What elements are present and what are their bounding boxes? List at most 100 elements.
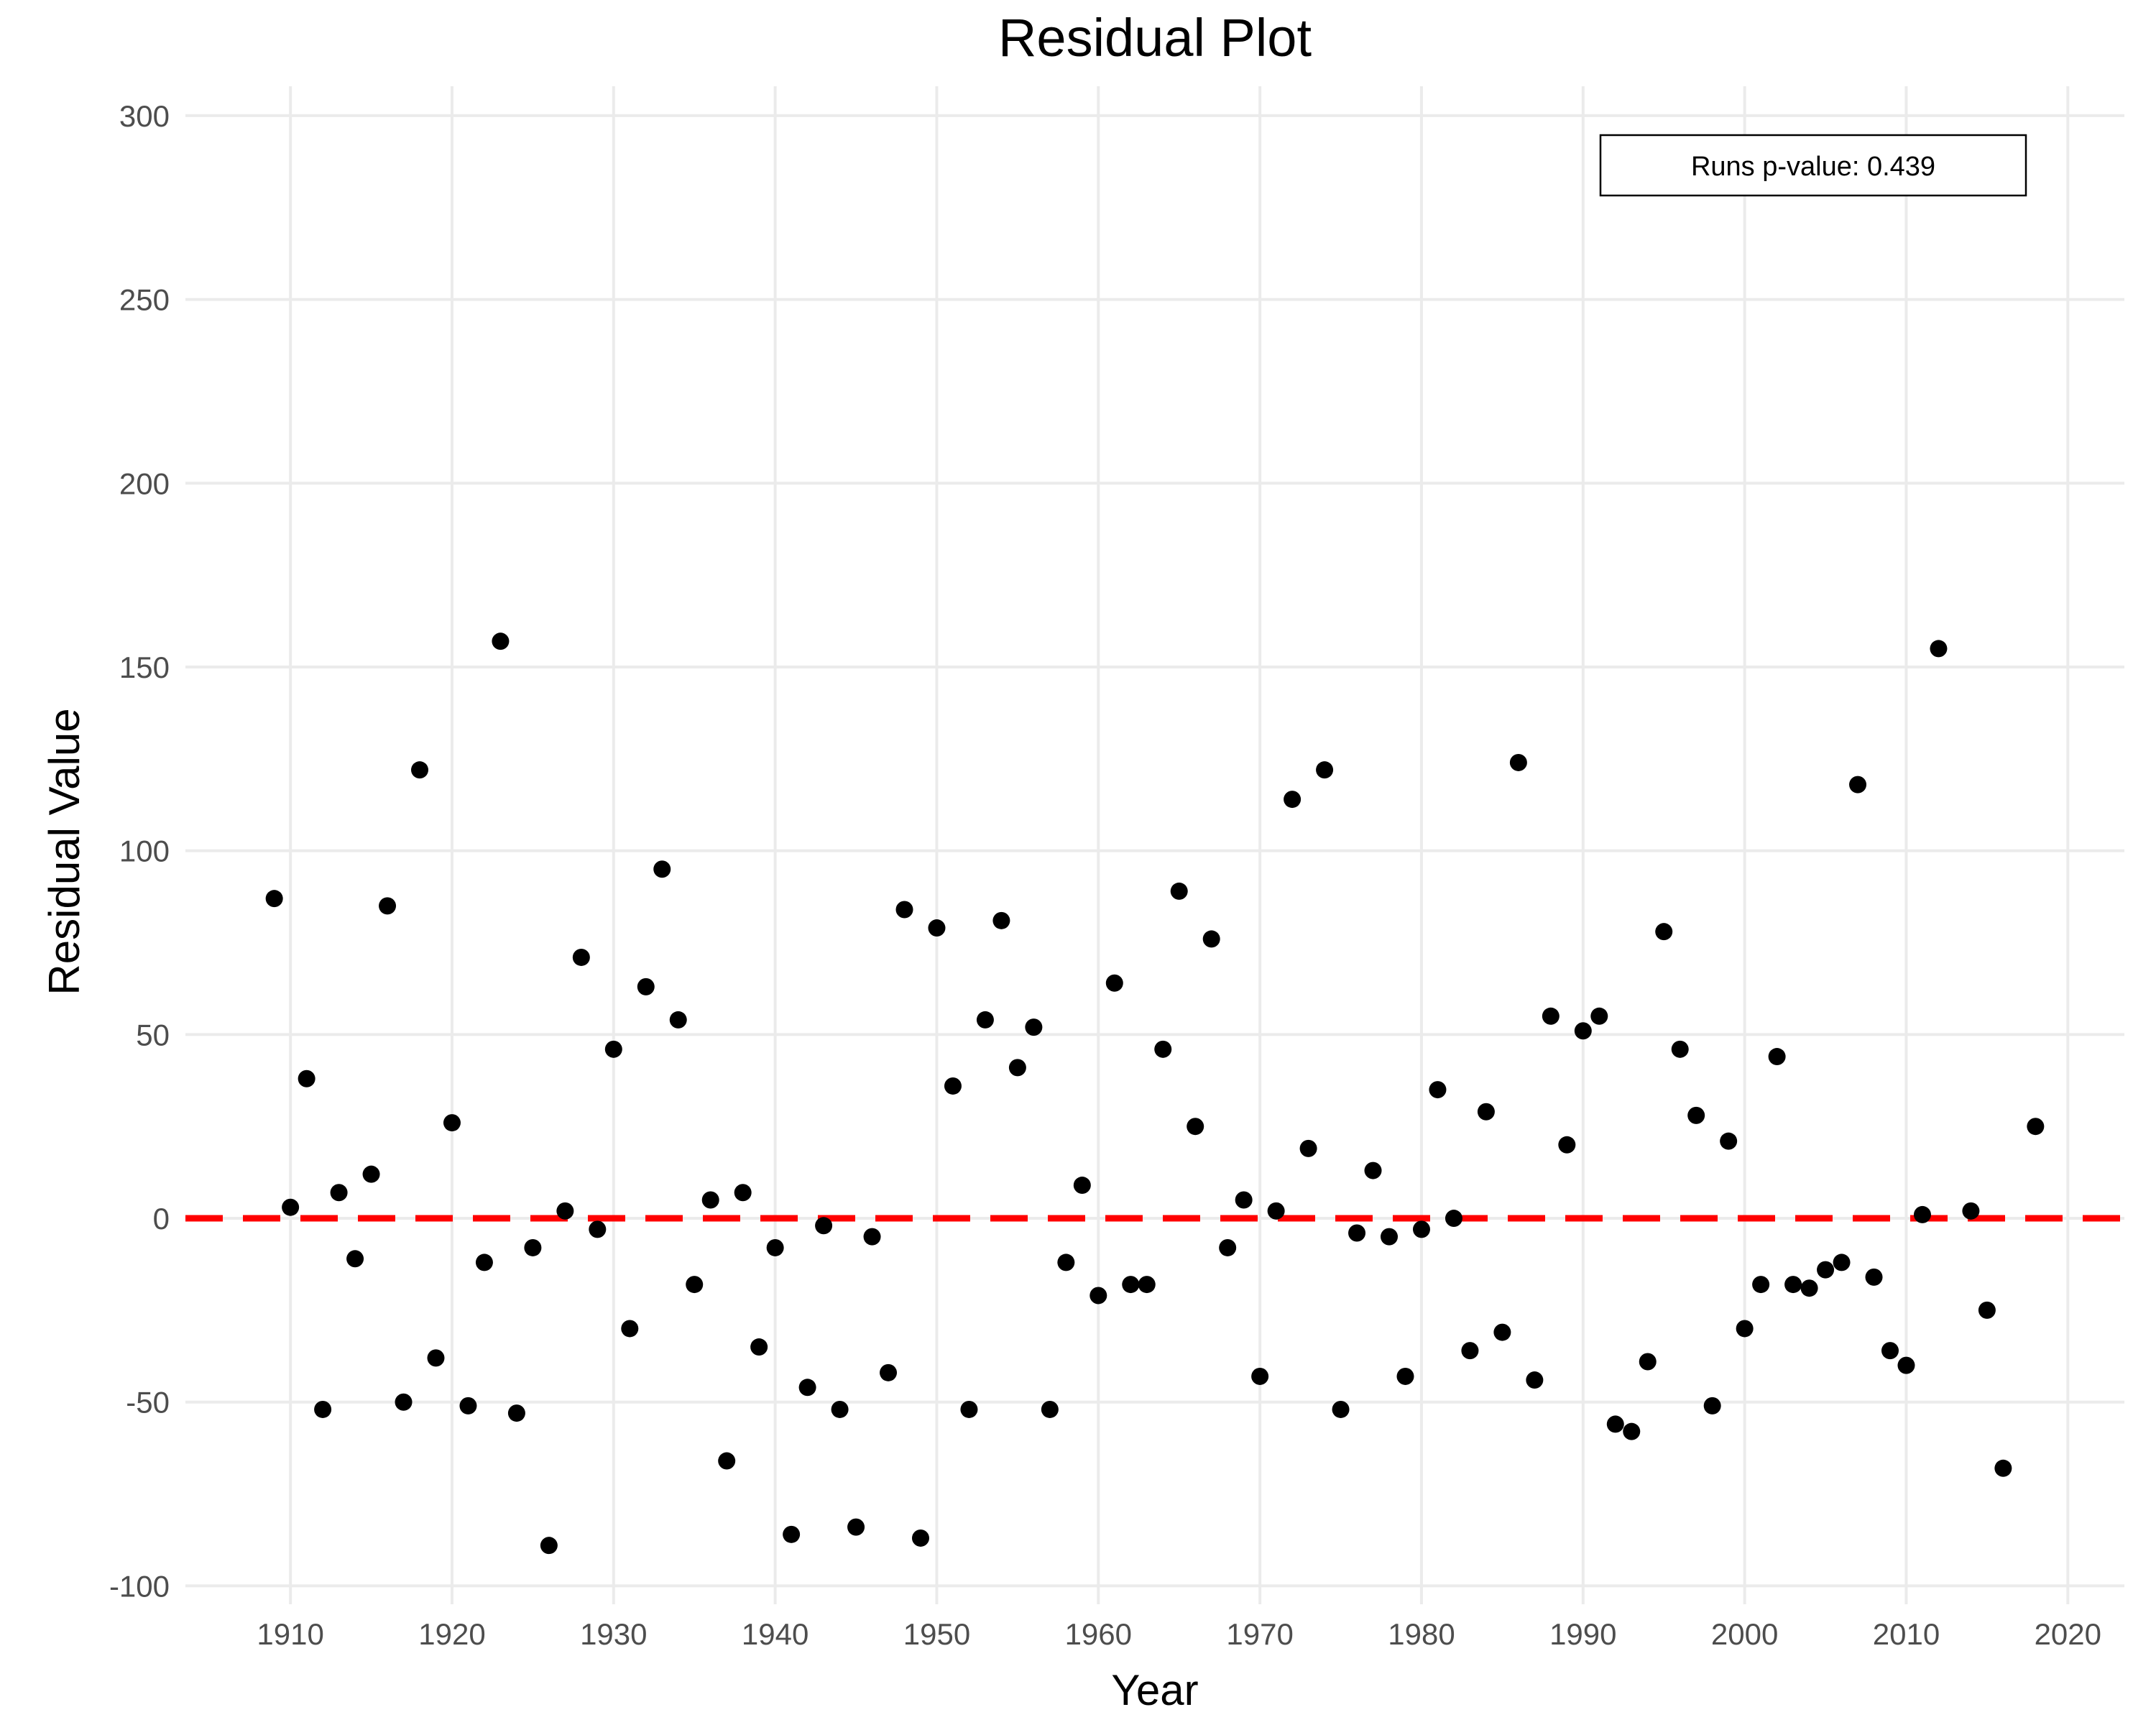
data-point <box>1542 1007 1560 1025</box>
data-point <box>701 1191 719 1209</box>
data-point <box>1364 1162 1382 1179</box>
data-point <box>1445 1210 1462 1228</box>
data-point <box>459 1397 477 1414</box>
data-point <box>556 1202 574 1220</box>
y-tick-label: 250 <box>119 283 170 317</box>
y-tick-label: 300 <box>119 99 170 133</box>
data-point <box>928 919 946 937</box>
x-tick-labels: 1910 1920 1930 1940 1950 1960 1970 1980 1990 2000… <box>257 1617 2101 1651</box>
data-point <box>265 890 283 908</box>
data-point <box>1881 1342 1899 1360</box>
data-point <box>572 948 590 966</box>
x-tick-label: 1950 <box>903 1617 970 1651</box>
data-point <box>783 1525 801 1543</box>
data-point <box>815 1217 833 1235</box>
data-point <box>1170 882 1188 900</box>
data-point <box>831 1400 849 1418</box>
x-tick-label: 1990 <box>1549 1617 1616 1651</box>
data-point <box>2027 1118 2045 1136</box>
data-point <box>1849 776 1867 794</box>
data-point <box>1720 1132 1738 1150</box>
data-point <box>604 1040 622 1058</box>
data-point <box>621 1320 639 1338</box>
data-point <box>637 978 655 995</box>
data-point <box>653 860 671 878</box>
x-tick-label: 1970 <box>1226 1617 1293 1651</box>
data-point <box>362 1165 380 1183</box>
data-point <box>992 911 1010 929</box>
data-point <box>1865 1268 1883 1286</box>
data-point <box>1025 1018 1043 1036</box>
data-point <box>1752 1276 1770 1294</box>
x-tick-label: 1960 <box>1065 1617 1132 1651</box>
data-point <box>718 1452 736 1470</box>
x-axis-title: Year <box>1111 1666 1198 1714</box>
data-point <box>1784 1276 1802 1294</box>
data-point <box>379 897 397 915</box>
data-point <box>1348 1224 1366 1242</box>
runs-test-annotation: Runs p-value: 0.439 <box>1599 134 2027 197</box>
data-point <box>1396 1367 1414 1385</box>
data-point <box>1089 1287 1107 1305</box>
data-point <box>1299 1139 1317 1157</box>
data-point <box>540 1537 558 1555</box>
x-tick-label: 1940 <box>742 1617 808 1651</box>
y-tick-label: 0 <box>153 1202 170 1236</box>
x-tick-label: 1980 <box>1388 1617 1455 1651</box>
data-point <box>1429 1081 1447 1099</box>
data-point <box>1768 1048 1786 1066</box>
data-point <box>1897 1356 1915 1374</box>
data-point <box>1574 1022 1592 1040</box>
data-point <box>1461 1342 1479 1360</box>
data-point <box>1284 791 1302 809</box>
data-point <box>507 1404 525 1422</box>
data-point <box>1526 1371 1544 1389</box>
data-point <box>1962 1202 1980 1220</box>
y-tick-label: 150 <box>119 650 170 684</box>
data-point <box>1817 1261 1835 1279</box>
data-point <box>1833 1254 1851 1271</box>
y-axis-title: Residual Value <box>40 708 88 995</box>
data-point <box>1509 753 1527 771</box>
data-point <box>1655 923 1673 941</box>
y-tick-label: -100 <box>109 1569 170 1603</box>
data-point <box>1041 1400 1059 1418</box>
data-point <box>1122 1276 1140 1294</box>
data-point <box>1219 1238 1237 1256</box>
data-point <box>750 1338 768 1356</box>
data-point <box>1930 640 1948 658</box>
data-point <box>1493 1323 1511 1341</box>
data-point <box>1235 1191 1253 1209</box>
y-tick-label: -50 <box>126 1386 170 1420</box>
x-tick-label: 2010 <box>1873 1617 1940 1651</box>
data-point <box>1138 1276 1156 1294</box>
data-point <box>298 1070 315 1087</box>
data-point <box>443 1114 461 1132</box>
data-point <box>1202 930 1220 948</box>
data-point <box>314 1400 332 1418</box>
data-point <box>1412 1220 1430 1238</box>
data-point <box>1978 1301 1996 1319</box>
data-point <box>1736 1320 1754 1338</box>
x-tick-label: 1920 <box>418 1617 485 1651</box>
y-tick-label: 200 <box>119 466 170 500</box>
x-gridlines <box>289 86 2070 1604</box>
data-point <box>1154 1040 1172 1058</box>
data-point <box>1639 1353 1657 1371</box>
data-point <box>282 1198 300 1216</box>
data-point <box>1703 1397 1721 1414</box>
data-point <box>330 1184 348 1202</box>
data-point <box>960 1400 978 1418</box>
data-point <box>1913 1205 1931 1223</box>
data-point <box>524 1238 542 1256</box>
data-point <box>686 1276 704 1294</box>
data-point <box>895 901 913 919</box>
y-gridlines <box>185 114 2124 1588</box>
data-point <box>1477 1103 1495 1121</box>
annotation-box <box>1599 134 2027 197</box>
data-point <box>346 1250 364 1268</box>
x-tick-label: 2000 <box>1711 1617 1778 1651</box>
data-point <box>1105 974 1123 992</box>
data-point <box>1073 1177 1091 1195</box>
data-point <box>411 761 429 779</box>
